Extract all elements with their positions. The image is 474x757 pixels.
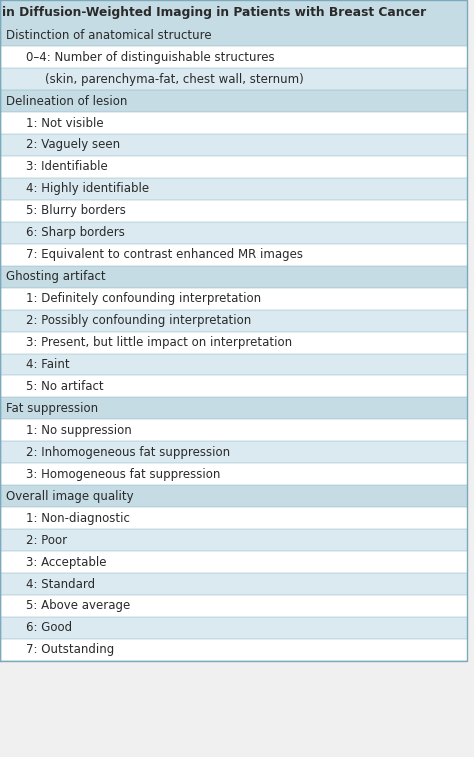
- Bar: [0, 551, 467, 573]
- Bar: [0, 332, 467, 354]
- Text: 4: Standard: 4: Standard: [26, 578, 95, 590]
- Text: 0–4: Number of distinguishable structures: 0–4: Number of distinguishable structure…: [26, 51, 275, 64]
- Bar: [0, 354, 467, 375]
- Bar: [0, 222, 467, 244]
- Bar: [0, 485, 467, 507]
- Bar: [0, 24, 467, 46]
- Text: 3: Identifiable: 3: Identifiable: [26, 160, 108, 173]
- Bar: [0, 288, 467, 310]
- Bar: [0, 639, 467, 661]
- Text: 2: Poor: 2: Poor: [26, 534, 67, 547]
- Text: 5: Blurry borders: 5: Blurry borders: [26, 204, 126, 217]
- Text: 7: Outstanding: 7: Outstanding: [26, 643, 114, 656]
- Bar: [0, 617, 467, 639]
- Bar: [0, 310, 467, 332]
- Bar: [0, 134, 467, 156]
- Bar: [0, 156, 467, 178]
- Text: 3: Acceptable: 3: Acceptable: [26, 556, 107, 569]
- Bar: [0, 266, 467, 288]
- Text: 5: No artifact: 5: No artifact: [26, 380, 104, 393]
- Bar: [0, 595, 467, 617]
- Text: Distinction of anatomical structure: Distinction of anatomical structure: [6, 29, 211, 42]
- Text: 1: Non-diagnostic: 1: Non-diagnostic: [26, 512, 130, 525]
- Bar: [0, 0, 467, 661]
- Bar: [0, 0, 467, 24]
- Text: 1: Not visible: 1: Not visible: [26, 117, 104, 129]
- Text: in Diffusion-Weighted Imaging in Patients with Breast Cancer: in Diffusion-Weighted Imaging in Patient…: [2, 5, 426, 19]
- Bar: [0, 200, 467, 222]
- Text: 5: Above average: 5: Above average: [26, 600, 130, 612]
- Bar: [0, 507, 467, 529]
- Text: Overall image quality: Overall image quality: [6, 490, 133, 503]
- Text: 4: Faint: 4: Faint: [26, 358, 70, 371]
- Bar: [0, 112, 467, 134]
- Text: 3: Homogeneous fat suppression: 3: Homogeneous fat suppression: [26, 468, 220, 481]
- Text: 1: Definitely confounding interpretation: 1: Definitely confounding interpretation: [26, 292, 261, 305]
- Text: 4: Highly identifiable: 4: Highly identifiable: [26, 182, 149, 195]
- Bar: [0, 441, 467, 463]
- Text: Fat suppression: Fat suppression: [6, 402, 98, 415]
- Text: 6: Sharp borders: 6: Sharp borders: [26, 226, 125, 239]
- Text: 7: Equivalent to contrast enhanced MR images: 7: Equivalent to contrast enhanced MR im…: [26, 248, 303, 261]
- Text: 2: Inhomogeneous fat suppression: 2: Inhomogeneous fat suppression: [26, 446, 230, 459]
- Bar: [0, 178, 467, 200]
- Text: Delineation of lesion: Delineation of lesion: [6, 95, 127, 107]
- Text: 1: No suppression: 1: No suppression: [26, 424, 132, 437]
- Text: 6: Good: 6: Good: [26, 621, 72, 634]
- Bar: [0, 463, 467, 485]
- Text: 2: Vaguely seen: 2: Vaguely seen: [26, 139, 120, 151]
- Bar: [0, 244, 467, 266]
- Bar: [0, 419, 467, 441]
- Bar: [0, 375, 467, 397]
- Bar: [0, 90, 467, 112]
- Bar: [0, 529, 467, 551]
- Text: (skin, parenchyma-fat, chest wall, sternum): (skin, parenchyma-fat, chest wall, stern…: [45, 73, 304, 86]
- Bar: [0, 46, 467, 68]
- Bar: [0, 68, 467, 90]
- Bar: [0, 397, 467, 419]
- Bar: [0, 573, 467, 595]
- Text: 2: Possibly confounding interpretation: 2: Possibly confounding interpretation: [26, 314, 251, 327]
- Text: Ghosting artifact: Ghosting artifact: [6, 270, 105, 283]
- Text: 3: Present, but little impact on interpretation: 3: Present, but little impact on interpr…: [26, 336, 292, 349]
